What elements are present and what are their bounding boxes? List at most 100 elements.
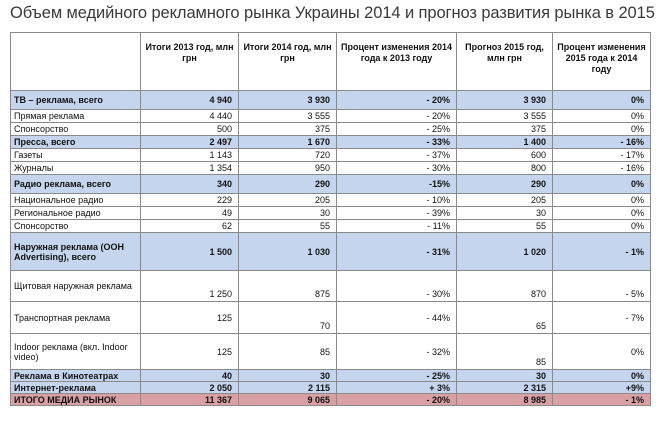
table-row: Радио реклама, всего 340 290 -15% 290 0%: [10, 174, 651, 194]
change-2015: - 17%: [552, 148, 651, 162]
row-label: Наружная реклама (OOH Advertising), всег…: [10, 232, 141, 271]
media-market-table: Итоги 2013 год, млн грн Итоги 2014 год, …: [10, 32, 651, 406]
change-2014: - 37%: [336, 148, 457, 162]
table-row: Интернет-реклама 2 050 2 115 + 3% 2 315 …: [10, 381, 651, 394]
change-2015: 0%: [552, 333, 651, 370]
value-2014: 720: [238, 148, 337, 162]
value-2013: 1 250: [140, 270, 239, 302]
value-2013: 11 367: [140, 393, 239, 406]
row-label: ИТОГО МЕДИА РЫНОК: [10, 393, 141, 406]
row-label: Спонсорство: [10, 122, 141, 136]
row-label: Транспортная реклама: [10, 301, 141, 334]
row-label: Прямая реклама: [10, 109, 141, 123]
row-label: Спонсорство: [10, 219, 141, 233]
row-label: Пресса, всего: [10, 135, 141, 149]
change-2014: - 25%: [336, 122, 457, 136]
row-label: Радио реклама, всего: [10, 174, 141, 194]
change-2015: - 1%: [552, 232, 651, 271]
value-2015: 375: [456, 122, 553, 136]
header-cell-label: [10, 32, 141, 91]
value-2014: 950: [238, 161, 337, 175]
table-row: Национальное радио 229 205 - 10% 205 0%: [10, 193, 651, 207]
header-cell-change-2014: Процент изменения 2014 года к 2013 году: [336, 32, 457, 91]
change-2015: 0%: [552, 219, 651, 233]
value-2015: 800: [456, 161, 553, 175]
table-row: Indoor реклама (вкл. Indoor video) 125 8…: [10, 333, 651, 370]
value-2015: 85: [456, 333, 553, 370]
change-2014: - 44%: [336, 301, 457, 334]
value-2015: 3 555: [456, 109, 553, 123]
value-2014: 9 065: [238, 393, 337, 406]
value-2014: 875: [238, 270, 337, 302]
value-2014: 375: [238, 122, 337, 136]
table-row: ТВ – реклама, всего 4 940 3 930 - 20% 3 …: [10, 90, 651, 110]
table-row: Щитовая наружная реклама 1 250 875 - 30%…: [10, 270, 651, 302]
header-cell-change-2015: Процент изменения 2015 года к 2014 году: [552, 32, 651, 91]
value-2013: 49: [140, 206, 239, 220]
row-label: Реклама в Кинотеатрах: [10, 369, 141, 382]
value-2015: 65: [456, 301, 553, 334]
value-2013: 125: [140, 301, 239, 334]
change-2015: - 16%: [552, 135, 651, 149]
header-cell-2013: Итоги 2013 год, млн грн: [140, 32, 239, 91]
change-2015: 0%: [552, 122, 651, 136]
value-2015: 870: [456, 270, 553, 302]
table-row: Транспортная реклама 125 70 - 44% 65 - 7…: [10, 301, 651, 334]
value-2015: 8 985: [456, 393, 553, 406]
value-2015: 30: [456, 206, 553, 220]
table-row: Наружная реклама (OOH Advertising), всег…: [10, 232, 651, 271]
change-2015: 0%: [552, 369, 651, 382]
page-title: Объем медийного рекламного рынка Украины…: [10, 4, 660, 22]
row-label: Журналы: [10, 161, 141, 175]
value-2015: 1 400: [456, 135, 553, 149]
value-2013: 4 440: [140, 109, 239, 123]
change-2014: - 39%: [336, 206, 457, 220]
table-row: Газеты 1 143 720 - 37% 600 - 17%: [10, 148, 651, 162]
value-2014: 55: [238, 219, 337, 233]
value-2014: 70: [238, 301, 337, 334]
table-header-row: Итоги 2013 год, млн грн Итоги 2014 год, …: [10, 32, 651, 91]
change-2015: 0%: [552, 174, 651, 194]
row-label: Щитовая наружная реклама: [10, 270, 141, 302]
value-2013: 125: [140, 333, 239, 370]
value-2014: 2 115: [238, 381, 337, 394]
table-row-total: ИТОГО МЕДИА РЫНОК 11 367 9 065 - 20% 8 9…: [10, 393, 651, 406]
value-2014: 290: [238, 174, 337, 194]
value-2015: 290: [456, 174, 553, 194]
change-2015: - 7%: [552, 301, 651, 334]
value-2013: 1 354: [140, 161, 239, 175]
change-2014: - 33%: [336, 135, 457, 149]
row-label: Indoor реклама (вкл. Indoor video): [10, 333, 141, 370]
change-2014: - 32%: [336, 333, 457, 370]
value-2013: 229: [140, 193, 239, 207]
change-2015: - 1%: [552, 393, 651, 406]
value-2015: 2 315: [456, 381, 553, 394]
value-2014: 3 555: [238, 109, 337, 123]
table-row: Реклама в Кинотеатрах 40 30 - 25% 30 0%: [10, 369, 651, 382]
value-2014: 1 670: [238, 135, 337, 149]
change-2014: - 30%: [336, 270, 457, 302]
row-label: Национальное радио: [10, 193, 141, 207]
change-2014: - 11%: [336, 219, 457, 233]
change-2014: - 20%: [336, 109, 457, 123]
row-label: Газеты: [10, 148, 141, 162]
change-2014: + 3%: [336, 381, 457, 394]
change-2014: - 20%: [336, 393, 457, 406]
change-2014: - 30%: [336, 161, 457, 175]
value-2014: 3 930: [238, 90, 337, 110]
value-2013: 62: [140, 219, 239, 233]
change-2014: - 31%: [336, 232, 457, 271]
value-2013: 2 497: [140, 135, 239, 149]
change-2015: - 16%: [552, 161, 651, 175]
value-2013: 40: [140, 369, 239, 382]
table-row: Пресса, всего 2 497 1 670 - 33% 1 400 - …: [10, 135, 651, 149]
value-2014: 205: [238, 193, 337, 207]
value-2015: 205: [456, 193, 553, 207]
table-row: Спонсорство 500 375 - 25% 375 0%: [10, 122, 651, 136]
row-label: Региональное радио: [10, 206, 141, 220]
value-2013: 2 050: [140, 381, 239, 394]
value-2013: 1 143: [140, 148, 239, 162]
change-2014: - 20%: [336, 90, 457, 110]
change-2015: - 5%: [552, 270, 651, 302]
table-row: Региональное радио 49 30 - 39% 30 0%: [10, 206, 651, 220]
